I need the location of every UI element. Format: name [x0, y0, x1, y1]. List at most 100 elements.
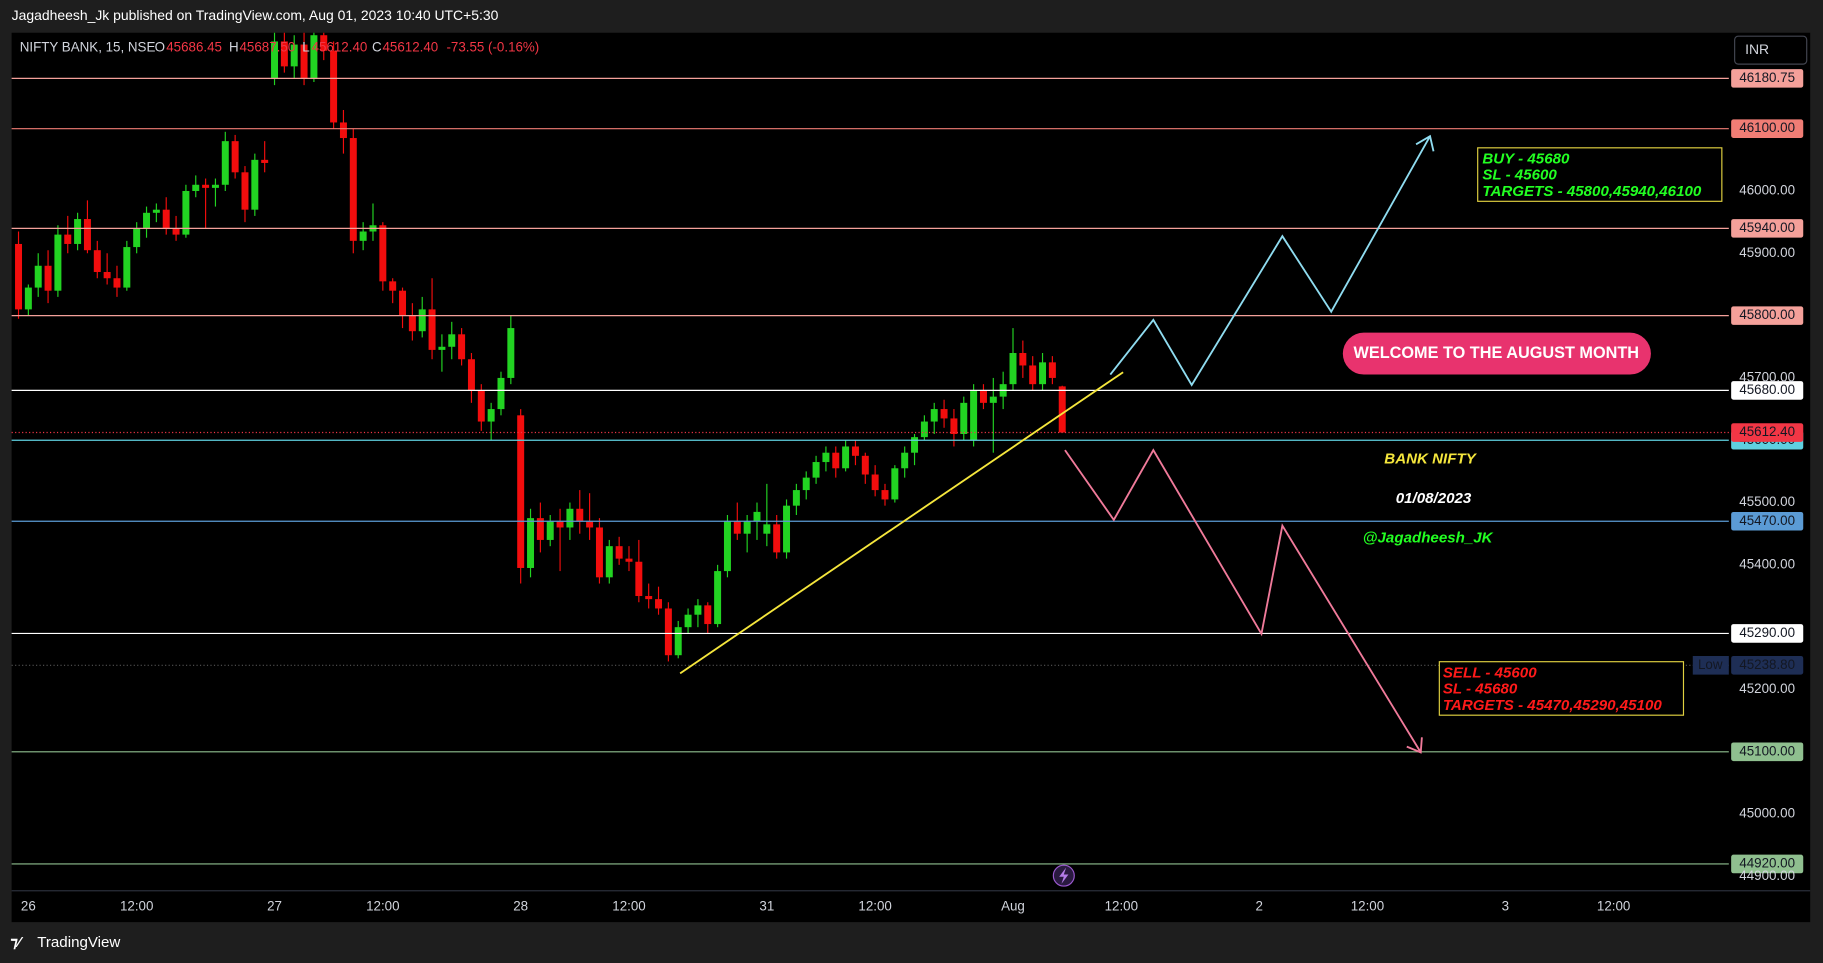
- candle-body: [851, 446, 859, 456]
- candle-body: [448, 334, 456, 347]
- currency-button[interactable]: [1734, 35, 1808, 65]
- candle-body: [497, 377, 505, 410]
- candle-body: [783, 505, 791, 553]
- price-label: 45680.00: [1739, 382, 1795, 397]
- price-label: 44920.00: [1739, 855, 1795, 870]
- sell-text: SL - 45680: [1443, 681, 1518, 698]
- low-name-bg: [1692, 656, 1729, 675]
- x-tick-label: 28: [513, 899, 528, 914]
- candle-body: [881, 490, 889, 500]
- sell-text: SELL - 45600: [1443, 664, 1537, 681]
- candle-body: [556, 521, 564, 528]
- candle-body: [162, 209, 170, 229]
- price-label: 46100.00: [1739, 120, 1795, 135]
- candle-body: [143, 212, 151, 229]
- candle-body: [674, 627, 682, 656]
- y-tick-label: 45200.00: [1739, 681, 1795, 696]
- currency: INR: [1745, 41, 1769, 57]
- candle-body: [359, 231, 367, 241]
- candle-body: [133, 228, 141, 248]
- price-label-bg: [1731, 219, 1804, 238]
- candle-body: [901, 452, 909, 469]
- candle-body: [664, 608, 672, 656]
- candle-body: [418, 309, 426, 332]
- candle-body: [280, 41, 288, 67]
- x-tick-label: 2: [1255, 899, 1262, 914]
- candle-body: [802, 477, 810, 491]
- candle-body: [655, 599, 663, 609]
- candle-body: [704, 605, 712, 625]
- handle-text: @Jagadheesh_JK: [1363, 529, 1494, 546]
- x-tick-label: 12:00: [120, 899, 153, 914]
- candle-body: [1029, 365, 1037, 385]
- ohlc-key: H: [229, 39, 239, 54]
- candle-body: [536, 518, 544, 540]
- x-tick-label: 3: [1502, 899, 1509, 914]
- price-label: 45612.40: [1739, 424, 1795, 439]
- ohlc-value: 45687.50: [240, 39, 296, 54]
- candle-body: [399, 290, 407, 316]
- candle-body: [763, 524, 771, 534]
- candle-body: [113, 278, 121, 288]
- candle-body: [241, 172, 249, 210]
- bear-path: [1064, 448, 1422, 753]
- candle-body: [349, 138, 357, 241]
- price-label-bg: [1731, 656, 1804, 675]
- candle-body: [527, 518, 535, 568]
- candle-body: [812, 462, 820, 478]
- candle-body: [989, 396, 997, 403]
- x-tick-label: 12:00: [1351, 899, 1384, 914]
- ohlc-value: 45612.40: [383, 39, 439, 54]
- levels: 46180.75 46100.00 45940.00 45800.00 45680.00…: [11, 69, 1804, 874]
- candle-body: [979, 390, 987, 403]
- candle-body: [930, 409, 938, 422]
- candle-body: [172, 228, 180, 235]
- date-text: 01/08/2023: [1396, 490, 1472, 507]
- candle-body: [586, 521, 594, 528]
- candle-body: [546, 521, 554, 540]
- buy-box: [1477, 147, 1723, 202]
- x-tick-label: 12:00: [366, 899, 399, 914]
- low-name: Low: [1698, 657, 1723, 672]
- candle-body: [339, 122, 347, 139]
- candle-body: [792, 490, 800, 506]
- candle-body: [566, 508, 574, 528]
- candle-body: [467, 359, 475, 391]
- candle-body: [389, 281, 397, 291]
- candle-body: [261, 159, 269, 163]
- price-label: 45290.00: [1739, 625, 1795, 640]
- buy-text: SL - 45600: [1482, 167, 1557, 184]
- candle-body: [192, 184, 200, 191]
- candle-body: [970, 390, 978, 441]
- bull-arrow: [1415, 134, 1435, 152]
- ohlc-key: C: [372, 39, 382, 54]
- candle-body: [103, 271, 111, 279]
- candle-body: [54, 234, 62, 291]
- bear-arrow: [1406, 737, 1423, 754]
- ohlc-key: O: [155, 39, 165, 54]
- x-tick-label: 12:00: [1597, 899, 1630, 914]
- price-label: 45238.80: [1739, 657, 1795, 672]
- candle-body: [44, 265, 52, 291]
- ohlc-change: -73.55 (-0.16%): [446, 39, 539, 54]
- x-tick-label: 12:00: [858, 899, 891, 914]
- candle-body: [911, 437, 919, 453]
- ohlc-value: 45686.45: [166, 39, 222, 54]
- candle-body: [300, 44, 308, 79]
- candle-body: [773, 524, 781, 553]
- lightning-glyph: [1059, 867, 1069, 884]
- price-label: 46180.75: [1739, 70, 1795, 85]
- candle-body: [576, 508, 584, 522]
- price-label-bg: [1731, 742, 1804, 762]
- candle-body: [950, 418, 958, 435]
- candle-body: [1009, 353, 1017, 385]
- candle-body: [221, 141, 229, 185]
- candle-body: [271, 41, 279, 79]
- y-tick-label: 45500.00: [1739, 494, 1795, 509]
- symbol-legend: NIFTY BANK, 15, NSE O 45686.45 H 45687.5…: [20, 39, 540, 54]
- candle-body: [487, 409, 495, 422]
- candle-body: [202, 184, 210, 188]
- published: Jagadheesh_Jk published on TradingView.c…: [12, 7, 499, 23]
- candle-body: [379, 225, 387, 282]
- price-label: 45800.00: [1739, 307, 1795, 322]
